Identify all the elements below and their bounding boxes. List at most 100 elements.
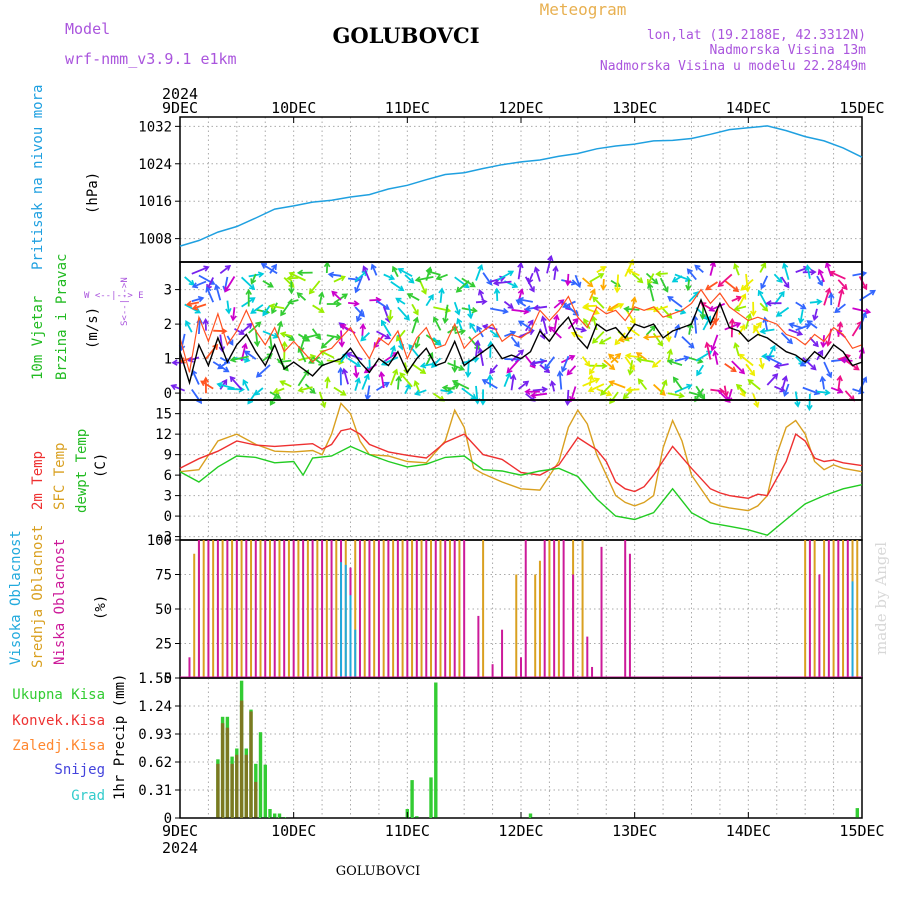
- wind-arrow: [340, 352, 348, 363]
- wind-arrow: [724, 279, 739, 292]
- wind-arrow-head: [800, 303, 807, 310]
- wind-arrow: [397, 376, 400, 390]
- wind-arrow-head: [647, 282, 654, 289]
- wind-arrow-head: [758, 363, 765, 370]
- wind-arrow-head: [598, 273, 605, 279]
- wind-arrow: [217, 361, 228, 370]
- wind-arrow: [718, 273, 733, 287]
- wind-arrow: [668, 359, 683, 366]
- wind-arrow-head: [688, 342, 695, 349]
- wind-arrow-head: [275, 393, 282, 399]
- wind-arrow: [331, 291, 342, 301]
- wind-arrow-head: [441, 384, 449, 392]
- precip-total-bar: [273, 813, 277, 818]
- precip-legend-3: Snijeg: [54, 762, 105, 778]
- wind-arrow-head: [280, 310, 287, 317]
- y-tick-label: 0: [164, 509, 172, 525]
- precip-legend-4: Grad: [71, 788, 105, 804]
- y-tick-label: 25: [155, 637, 172, 653]
- wind-arrow-head: [753, 401, 760, 409]
- wind-arrow: [475, 300, 487, 304]
- wind-arrow: [841, 359, 853, 362]
- wind-arrow: [600, 384, 612, 396]
- wind-arrow: [333, 386, 346, 396]
- wind-arrow: [688, 291, 699, 303]
- wind-arrow-head: [564, 399, 571, 407]
- wind-arrow-head: [552, 265, 559, 272]
- wind-arrow-head: [591, 315, 598, 322]
- wind-arrow: [288, 299, 299, 304]
- wind-arrow-head: [817, 349, 824, 356]
- wind-arrow-head: [338, 358, 345, 366]
- wind-arrow: [309, 280, 321, 294]
- wind-arrow: [347, 357, 361, 367]
- wind-arrow: [366, 385, 371, 400]
- wind-arrow-head: [699, 313, 707, 321]
- wind-arrow-head: [686, 268, 693, 275]
- wind-arrow-head: [757, 289, 764, 296]
- wind-arrow-head: [755, 321, 762, 328]
- wind-arrow: [532, 388, 547, 392]
- wind-arrow-head: [428, 293, 434, 301]
- elevation-label: Nadmorska Visina 13m: [709, 43, 866, 58]
- wind-arrow-head: [553, 313, 560, 321]
- precip-conv-bar: [230, 763, 234, 818]
- wind-arrow-head: [605, 390, 613, 397]
- wind-arrow-head: [479, 399, 487, 406]
- precip-conv-bar: [225, 727, 230, 818]
- wind-arrow: [592, 296, 605, 309]
- wind-arrow-head: [242, 379, 249, 386]
- wind-arrow: [723, 385, 728, 397]
- wind-arrow: [399, 372, 413, 388]
- x-tick-label-bottom: 11DEC: [385, 822, 430, 840]
- wind-arrow: [674, 273, 691, 282]
- station-title: GOLUBOVCI: [332, 23, 479, 48]
- compass-ns: S<--|-->N: [120, 277, 130, 326]
- wind-arrow: [738, 294, 746, 307]
- wind-arrow: [340, 330, 343, 347]
- wind-arrow-head: [760, 283, 767, 290]
- wind-arrow-head: [661, 379, 668, 386]
- wind-arrow: [510, 375, 515, 391]
- wind-arrow: [645, 325, 656, 336]
- y-tick-label: 1024: [138, 157, 172, 173]
- wind-arrow-head: [560, 366, 567, 373]
- wind-arrow-head: [694, 264, 701, 271]
- wind-arrow: [388, 309, 392, 321]
- wind-arrow-head: [797, 317, 805, 325]
- wind-arrow-head: [296, 292, 303, 299]
- wind-arrow-head: [601, 362, 608, 370]
- precip-conv-bar: [220, 723, 225, 818]
- wind-arrow: [392, 266, 399, 278]
- precip-total-bar: [855, 808, 859, 818]
- wind-arrow: [192, 303, 207, 310]
- cloud-mid-label: Srednja Oblacnost: [30, 525, 46, 668]
- wind-arrow: [610, 353, 621, 364]
- wind-arrow: [456, 280, 470, 293]
- wind-arrow-head: [171, 359, 178, 366]
- wind-arrow-head: [481, 379, 489, 385]
- x-tick-label-bottom: 9DEC: [162, 822, 198, 840]
- wind-arrow-head: [386, 315, 394, 322]
- wind-arrow-head: [268, 303, 276, 310]
- wind-arrow-head: [861, 283, 868, 291]
- wind-arrow-head: [246, 322, 253, 329]
- wind-arrow-head: [414, 342, 421, 350]
- wind-arrow: [734, 343, 740, 357]
- precip-conv-bar: [244, 754, 248, 818]
- wind-arrow-head: [216, 381, 223, 389]
- wind-arrow: [711, 334, 719, 351]
- y-tick-label: 0.62: [138, 755, 172, 771]
- wind-arrow-head: [722, 391, 729, 398]
- wind-arrow-head: [760, 262, 767, 269]
- wind-arrow: [244, 350, 257, 360]
- wind-arrow: [759, 357, 764, 369]
- wind-arrow: [589, 362, 598, 375]
- wind-arrow-head: [412, 316, 420, 323]
- temperature-panel: -3 0 3 6 9 12 15 2m Temp SFC Temp dewpt Temp (C): [30, 399, 863, 546]
- wind-arrow: [415, 336, 421, 348]
- wind-arrow-head: [782, 390, 790, 397]
- wind-arrow-head: [655, 270, 662, 278]
- wind-arrow-head: [704, 284, 712, 291]
- wind-arrow-head: [191, 304, 199, 311]
